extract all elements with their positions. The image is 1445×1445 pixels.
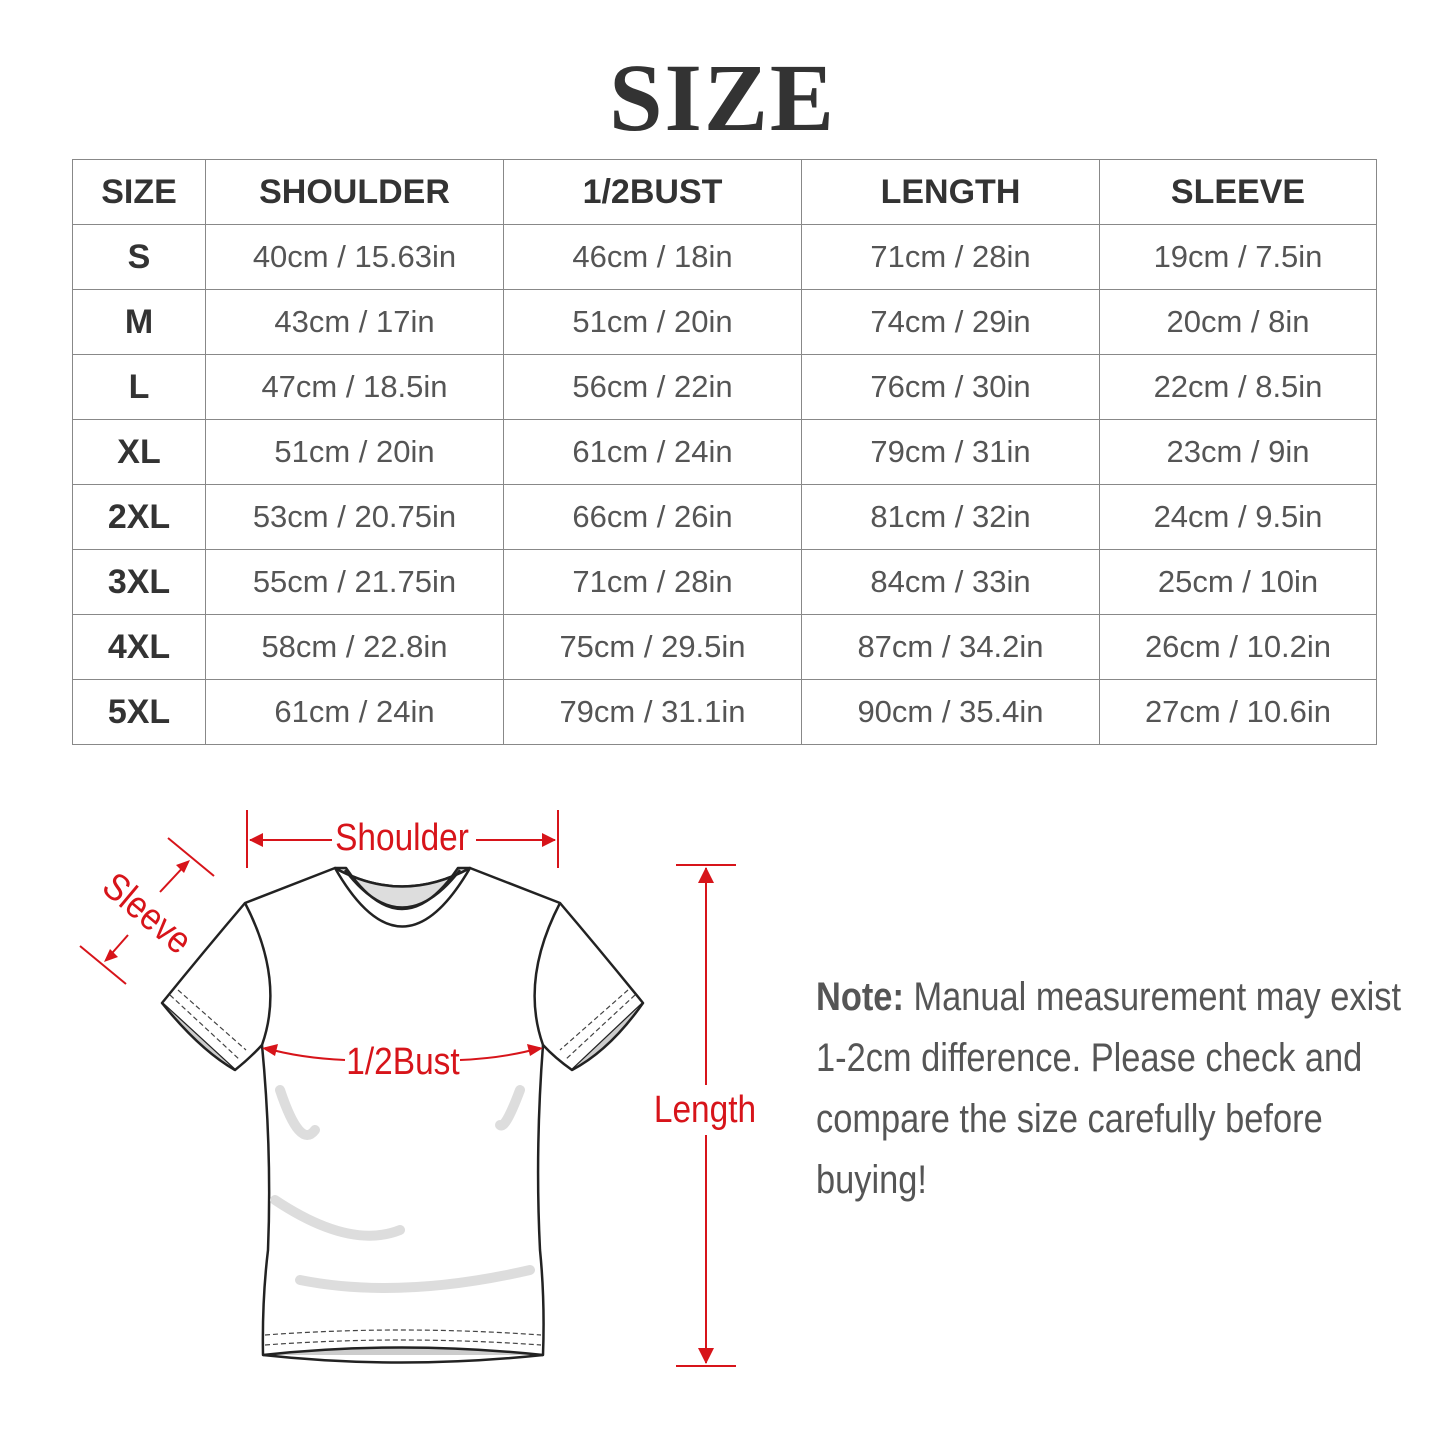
table-row: M 43cm / 17in 51cm / 20in 74cm / 29in 20cm /…	[72, 289, 1377, 355]
table-row: 2XL 53cm / 20.75in 66cm / 26in 81cm / 32in 2…	[72, 484, 1377, 550]
header-cell: SHOULDER	[205, 159, 504, 225]
table-row: S 40cm / 15.63in 46cm / 18in 71cm / 28in 19c…	[72, 224, 1377, 290]
measurement-cell: 87cm / 34.2in	[801, 614, 1100, 680]
size-cell: 3XL	[72, 549, 206, 615]
table-row: XL 51cm / 20in 61cm / 24in 79cm / 31in 23cm …	[72, 419, 1377, 485]
sleeve-label: Sleeve	[95, 864, 201, 962]
measurement-cell: 46cm / 18in	[503, 224, 802, 290]
size-cell: 5XL	[72, 679, 206, 745]
measurement-cell: 58cm / 22.8in	[205, 614, 504, 680]
table-row: L 47cm / 18.5in 56cm / 22in 76cm / 30in 22cm…	[72, 354, 1377, 420]
measurement-cell: 81cm / 32in	[801, 484, 1100, 550]
size-table: SIZE SHOULDER 1/2BUST LENGTH SLEEVE S 40c…	[72, 159, 1377, 745]
measurement-cell: 43cm / 17in	[205, 289, 504, 355]
tshirt-illustration	[160, 866, 645, 1364]
measurement-cell: 47cm / 18.5in	[205, 354, 504, 420]
measurement-cell: 20cm / 8in	[1099, 289, 1377, 355]
measurement-cell: 55cm / 21.75in	[205, 549, 504, 615]
tshirt-diagram: Shoulder Sleeve 1/2Bust Length	[79, 810, 756, 1367]
measurement-cell: 74cm / 29in	[801, 289, 1100, 355]
length-label: Length	[654, 1088, 756, 1130]
header-cell: LENGTH	[801, 159, 1100, 225]
shoulder-label: Shoulder	[335, 816, 469, 858]
size-cell: S	[72, 224, 206, 290]
measurement-cell: 26cm / 10.2in	[1099, 614, 1377, 680]
measurement-cell: 23cm / 9in	[1099, 419, 1377, 485]
note: Note: Manual measurement may exist 1-2cm…	[816, 967, 1435, 1211]
measurement-cell: 71cm / 28in	[503, 549, 802, 615]
header-cell: SIZE	[72, 159, 206, 225]
measurement-lines	[79, 810, 736, 1367]
note-text: Manual measurement may exist 1-2cm diffe…	[816, 975, 1402, 1202]
bust-label: 1/2Bust	[346, 1040, 459, 1082]
measurement-cell: 66cm / 26in	[503, 484, 802, 550]
page-title: SIZE	[609, 44, 836, 151]
measurement-cell: 71cm / 28in	[801, 224, 1100, 290]
header-cell: SLEEVE	[1099, 159, 1377, 225]
measurement-cell: 40cm / 15.63in	[205, 224, 504, 290]
header-cell: 1/2BUST	[503, 159, 802, 225]
measurement-cell: 27cm / 10.6in	[1099, 679, 1377, 745]
measurement-cell: 56cm / 22in	[503, 354, 802, 420]
measurement-cell: 22cm / 8.5in	[1099, 354, 1377, 420]
table-row: 3XL 55cm / 21.75in 71cm / 28in 84cm / 33in 2…	[72, 549, 1377, 615]
measurement-cell: 51cm / 20in	[503, 289, 802, 355]
measurement-cell: 76cm / 30in	[801, 354, 1100, 420]
measurement-cell: 19cm / 7.5in	[1099, 224, 1377, 290]
measurement-cell: 79cm / 31in	[801, 419, 1100, 485]
table-row: 4XL 58cm / 22.8in 75cm / 29.5in 87cm / 34.2…	[72, 614, 1377, 680]
size-cell: L	[72, 354, 206, 420]
note-label: Note:	[816, 975, 904, 1019]
measurement-cell: 90cm / 35.4in	[801, 679, 1100, 745]
table-row: 5XL 61cm / 24in 79cm / 31.1in 90cm / 35.4in…	[72, 679, 1377, 745]
measurement-cell: 79cm / 31.1in	[503, 679, 802, 745]
size-cell: XL	[72, 419, 206, 485]
size-cell: 2XL	[72, 484, 206, 550]
size-cell: M	[72, 289, 206, 355]
measurement-cell: 75cm / 29.5in	[503, 614, 802, 680]
measurement-cell: 61cm / 24in	[205, 679, 504, 745]
measurement-cell: 53cm / 20.75in	[205, 484, 504, 550]
measurement-cell: 61cm / 24in	[503, 419, 802, 485]
measurement-cell: 84cm / 33in	[801, 549, 1100, 615]
measurement-cell: 25cm / 10in	[1099, 549, 1377, 615]
table-header-row: SIZE SHOULDER 1/2BUST LENGTH SLEEVE	[72, 159, 1377, 225]
measurement-cell: 24cm / 9.5in	[1099, 484, 1377, 550]
size-cell: 4XL	[72, 614, 206, 680]
measurement-cell: 51cm / 20in	[205, 419, 504, 485]
